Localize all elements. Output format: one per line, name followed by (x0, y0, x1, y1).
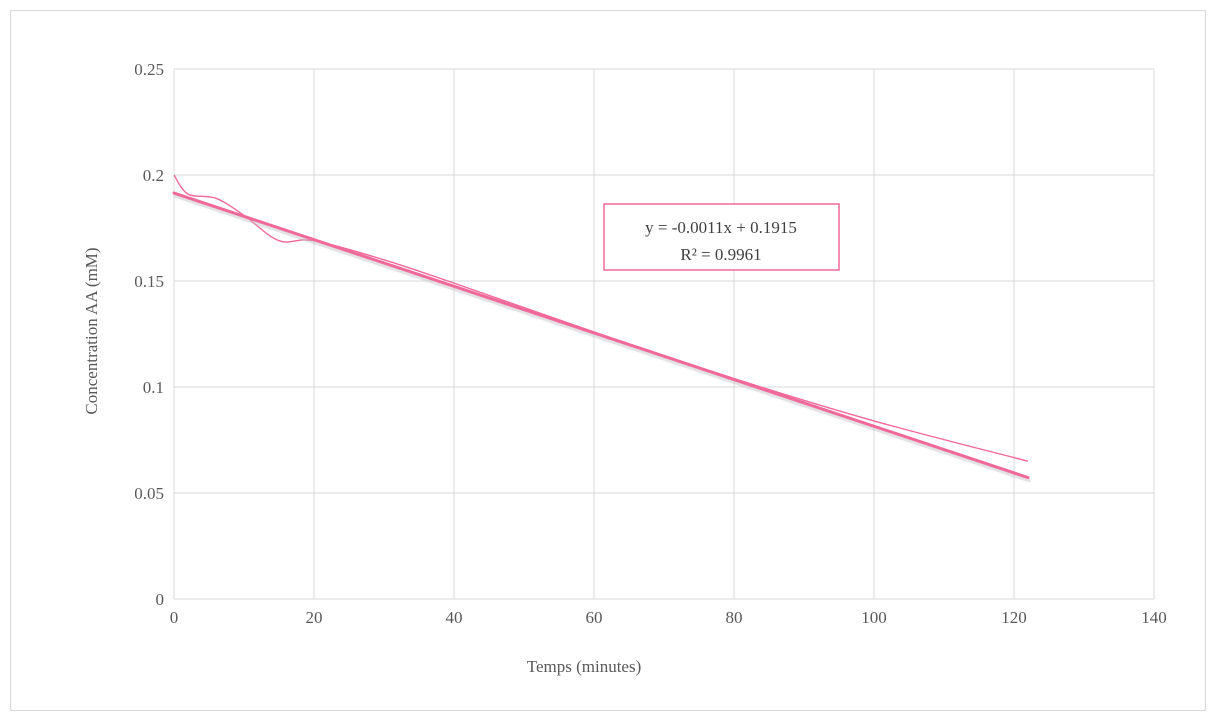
chart-frame: 0 20 40 60 80 100 120 140 0 0.05 0.1 0.15 0.2 0.25 y … (10, 10, 1206, 711)
trendline-r-squared: R² = 0.9961 (680, 245, 761, 264)
equation-box-border (603, 203, 840, 271)
chart-svg: 0 20 40 60 80 100 120 140 0 0.05 0.1 0.15 0.2 0.25 y … (82, 60, 1167, 676)
x-tick-label: 80 (726, 608, 743, 627)
x-tick-label: 20 (306, 608, 323, 627)
x-tick-label: 40 (446, 608, 463, 627)
x-tick-label: 0 (170, 608, 179, 627)
y-tick-label: 0.25 (134, 60, 164, 79)
y-axis-title: Concentration AA (mM) (82, 247, 101, 414)
gridlines (173, 68, 1155, 600)
trendline-equation: y = -0.0011x + 0.1915 (645, 218, 797, 237)
x-tick-label: 100 (861, 608, 887, 627)
y-tick-label: 0 (156, 590, 165, 609)
data-series (173, 174, 1029, 462)
x-tick-label: 140 (1141, 608, 1167, 627)
trendline-equation-box: y = -0.0011x + 0.1915 R² = 0.9961 (603, 203, 840, 271)
trendline-group (172, 191, 1031, 483)
x-axis-title: Temps (minutes) (527, 657, 641, 676)
x-tick-label: 60 (586, 608, 603, 627)
y-tick-label: 0.15 (134, 272, 164, 291)
trendline-shadow (173, 194, 1031, 483)
series-line (173, 174, 1029, 462)
y-tick-label: 0.05 (134, 484, 164, 503)
tick-labels: 0 20 40 60 80 100 120 140 0 0.05 0.1 0.15 0.2 0.25 (134, 60, 1167, 627)
x-tick-label: 120 (1001, 608, 1027, 627)
y-tick-label: 0.2 (143, 166, 164, 185)
trendline (172, 191, 1030, 480)
y-tick-label: 0.1 (143, 378, 164, 397)
